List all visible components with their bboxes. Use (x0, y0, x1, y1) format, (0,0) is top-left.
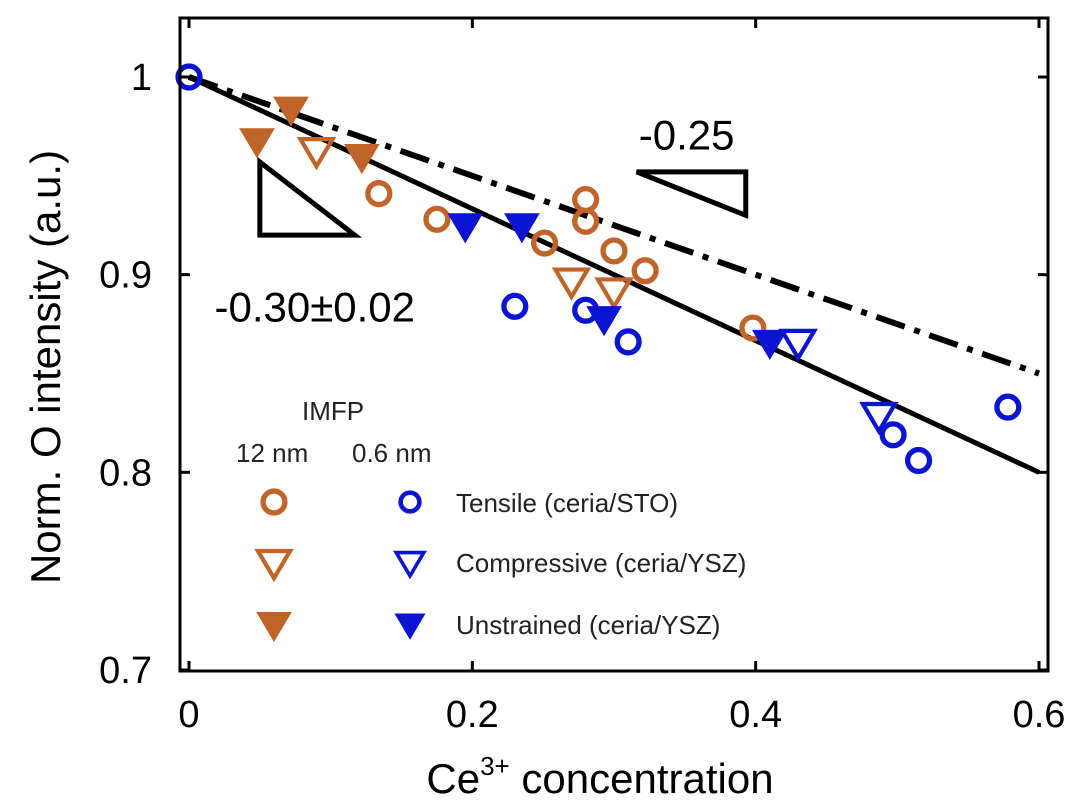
series-2 (239, 96, 380, 175)
data-point (504, 213, 540, 244)
legend-marker-12nm (254, 548, 294, 583)
series-0 (365, 180, 767, 342)
legend-entry-compressive: Compressive (ceria/YSZ) (456, 548, 746, 578)
legend-entry-unstrained: Unstrained (ceria/YSZ) (456, 610, 720, 640)
x-axis-title-base: Ce (426, 755, 480, 802)
legend-entry-tensile: Tensile (ceria/STO) (456, 488, 678, 518)
data-point (594, 277, 634, 311)
data-point (501, 292, 529, 320)
legend-column-header-12nm: 12 nm (236, 438, 308, 468)
legend-marker-0-6nm (394, 613, 426, 640)
data-point (572, 207, 600, 235)
axes: 0 0.2 0.4 0.6 0.7 0.8 0.9 1 (99, 16, 1066, 736)
data-point (343, 144, 380, 175)
data-point (614, 328, 642, 356)
data-point (175, 63, 203, 91)
y-tick-label: 0.7 (99, 650, 152, 692)
data-point (365, 180, 393, 208)
data-point (879, 421, 907, 449)
slope-triangle-0 (257, 156, 363, 238)
data-point (859, 401, 899, 436)
y-axis-title: Norm. O intensity (a.u.) (22, 150, 69, 584)
legend-title: IMFP (302, 396, 364, 426)
data-point (994, 393, 1022, 421)
slope-triangle-1 (635, 169, 749, 220)
data-point (631, 257, 659, 285)
legend-marker-12nm (260, 488, 288, 516)
data-point (778, 328, 818, 363)
legend-column-header-0-6nm: 0.6 nm (352, 438, 432, 468)
x-tick-label: 0.4 (729, 694, 782, 736)
data-point (531, 229, 559, 257)
y-tick-label: 0.8 (99, 452, 152, 494)
x-axis-title-rest: concentration (510, 755, 774, 802)
x-tick-label: 0.6 (1013, 694, 1066, 736)
data-point (600, 237, 628, 265)
x-axis-title-superscript: 3+ (480, 751, 510, 781)
data-point (905, 446, 933, 475)
fit-line-dash-dot (188, 74, 1040, 377)
data-point (739, 314, 767, 342)
data-point (296, 137, 337, 171)
slope-annotation-solid: -0.30±0.02 (215, 283, 416, 330)
x-tick-label: 0 (178, 694, 199, 736)
legend: IMFP 12 nm 0.6 nm Tensile (ceria/STO) Co… (236, 396, 746, 643)
data-point (447, 213, 484, 244)
data-point (273, 96, 309, 127)
series-4 (778, 328, 899, 436)
slope-annotation-dashdot: -0.25 (639, 111, 735, 158)
legend-marker-0-6nm (398, 490, 422, 514)
series-5 (447, 213, 788, 361)
plot-border (178, 16, 1050, 673)
y-tick-label: 0.9 (99, 255, 152, 297)
data-point (551, 267, 592, 301)
data-point (586, 306, 622, 337)
x-axis-title: Ce3+ concentration (426, 751, 773, 802)
legend-marker-0-6nm (393, 550, 427, 580)
data-point (239, 128, 275, 159)
x-tick-label: 0.2 (446, 694, 499, 736)
plot-area (175, 63, 1041, 475)
series-1 (296, 137, 634, 311)
legend-marker-12nm (256, 611, 292, 643)
data-point (572, 185, 600, 214)
data-point (751, 329, 788, 361)
y-tick-label: 1 (131, 57, 152, 99)
data-point (423, 205, 451, 233)
